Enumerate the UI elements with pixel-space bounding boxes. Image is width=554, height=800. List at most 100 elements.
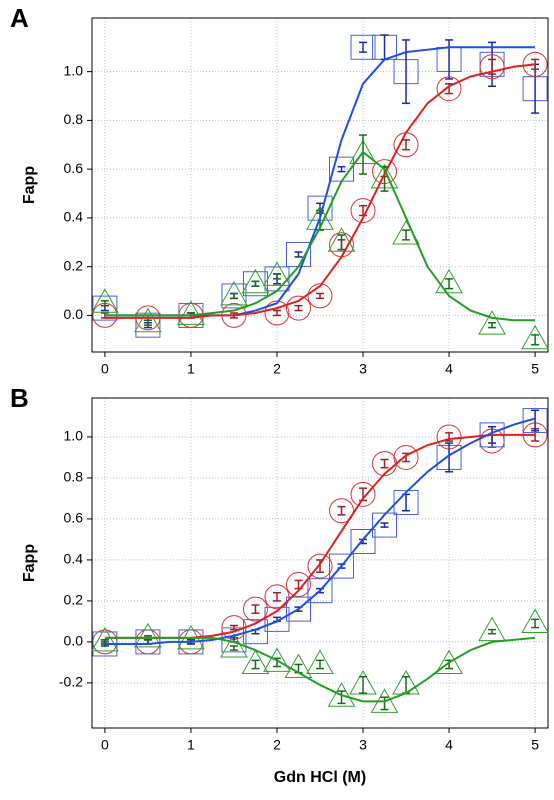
- x-tick-label: 5: [531, 737, 539, 753]
- y-tick-label: -0.2: [59, 674, 83, 690]
- triangle-marker: [435, 649, 463, 674]
- triangle-marker: [220, 280, 248, 306]
- circle-marker: [522, 51, 548, 77]
- triangle-marker: [478, 310, 506, 335]
- x-tick-label: 0: [101, 737, 109, 753]
- fit-line: [104, 150, 536, 322]
- x-tick-label: 3: [359, 361, 367, 377]
- triangle-marker: [134, 307, 162, 333]
- triangle-marker: [91, 288, 119, 313]
- x-tick-label: 4: [445, 361, 453, 377]
- circle-marker: [285, 572, 311, 598]
- error-bar: [359, 204, 368, 217]
- panel: B Fapp Gdn HCl (M) 0 1 2 3 4 5 -0.2 0.0 0.2 0.4 0.6 0.…: [10, 383, 549, 786]
- panel-label: B: [10, 383, 29, 413]
- error-bar: [316, 659, 324, 670]
- y-axis-label: Fapp: [21, 544, 38, 582]
- square-marker: [242, 271, 268, 297]
- square-marker: [264, 606, 290, 632]
- triangle-marker: [134, 622, 162, 648]
- y-tick-label: 0.6: [64, 510, 84, 526]
- triangle-marker: [435, 268, 463, 294]
- error-bar: [272, 273, 281, 280]
- square-marker: [393, 490, 419, 516]
- error-bar: [251, 659, 260, 670]
- x-tick-label: 4: [445, 737, 453, 753]
- x-tick-label: 1: [187, 361, 195, 377]
- error-bar: [531, 409, 540, 432]
- square-marker: [285, 596, 311, 622]
- triangle-marker: [327, 227, 356, 252]
- panel: A Fapp 0 1 2 3 4 5 0.0 0.2 0.4 0.6 0.8 1.0: [10, 3, 549, 377]
- x-tick-label: 2: [273, 737, 281, 753]
- error-bar: [380, 458, 389, 469]
- error-bar: [488, 321, 497, 329]
- x-tick-label: 3: [359, 737, 367, 753]
- square-marker: [522, 408, 548, 434]
- y-tick-label: 0.4: [64, 209, 84, 225]
- triangle-marker: [241, 268, 270, 294]
- error-bar: [316, 292, 324, 300]
- triangle-marker: [263, 261, 291, 286]
- error-bar: [402, 139, 411, 151]
- error-bar: [402, 39, 411, 105]
- x-tick-label: 1: [187, 737, 195, 753]
- circle-marker: [329, 498, 355, 524]
- x-tick-label: 0: [101, 361, 109, 377]
- error-bar: [402, 493, 411, 512]
- circle-marker: [350, 198, 376, 224]
- circle-marker: [479, 54, 505, 80]
- error-bar: [294, 304, 303, 312]
- circle-marker: [307, 553, 333, 579]
- error-bar: [531, 334, 540, 346]
- fit-line: [104, 417, 536, 645]
- y-tick-label: 0.2: [64, 257, 84, 273]
- triangle-marker: [478, 616, 506, 642]
- fit-line: [104, 63, 536, 319]
- error-bar: [380, 696, 389, 711]
- y-tick-label: 0.0: [64, 633, 84, 649]
- error-bar: [445, 278, 454, 290]
- y-tick-label: 0.2: [64, 592, 84, 608]
- circle-marker: [393, 444, 419, 470]
- triangle-marker: [91, 626, 119, 652]
- error-bar: [445, 39, 454, 80]
- square-marker: [350, 528, 376, 554]
- error-bar: [229, 645, 238, 651]
- square-marker: [329, 553, 355, 579]
- error-bar: [531, 63, 540, 114]
- error-bar: [251, 280, 260, 287]
- error-bar: [359, 134, 368, 175]
- x-axis-label: Gdn HCl (M): [274, 769, 366, 786]
- plot-frame: [91, 17, 549, 353]
- error-bar: [337, 690, 346, 705]
- triangle-marker: [220, 633, 248, 658]
- fit-line: [104, 433, 536, 639]
- y-tick-label: 0.8: [64, 469, 84, 485]
- triangle-marker: [306, 649, 334, 674]
- error-bar: [337, 505, 346, 516]
- triangle-marker: [263, 647, 291, 672]
- fit-line: [104, 636, 536, 703]
- triangle-marker: [284, 653, 313, 679]
- fit-line: [104, 46, 536, 317]
- triangle-marker: [349, 669, 377, 695]
- circle-marker: [436, 76, 462, 102]
- circle-marker: [242, 596, 268, 622]
- triangle-marker: [241, 649, 270, 674]
- error-bar: [143, 319, 152, 326]
- y-tick-label: 1.0: [64, 62, 84, 78]
- square-marker: [372, 512, 398, 538]
- triangle-marker: [521, 608, 549, 633]
- circle-marker: [350, 481, 376, 507]
- error-bar: [272, 591, 281, 602]
- error-bar: [359, 676, 368, 694]
- error-bar: [488, 628, 497, 635]
- error-bar: [272, 309, 281, 317]
- error-bar: [380, 34, 389, 61]
- error-bar: [337, 234, 346, 251]
- circle-marker: [307, 283, 333, 309]
- error-bar: [531, 618, 540, 629]
- error-bar: [380, 522, 389, 528]
